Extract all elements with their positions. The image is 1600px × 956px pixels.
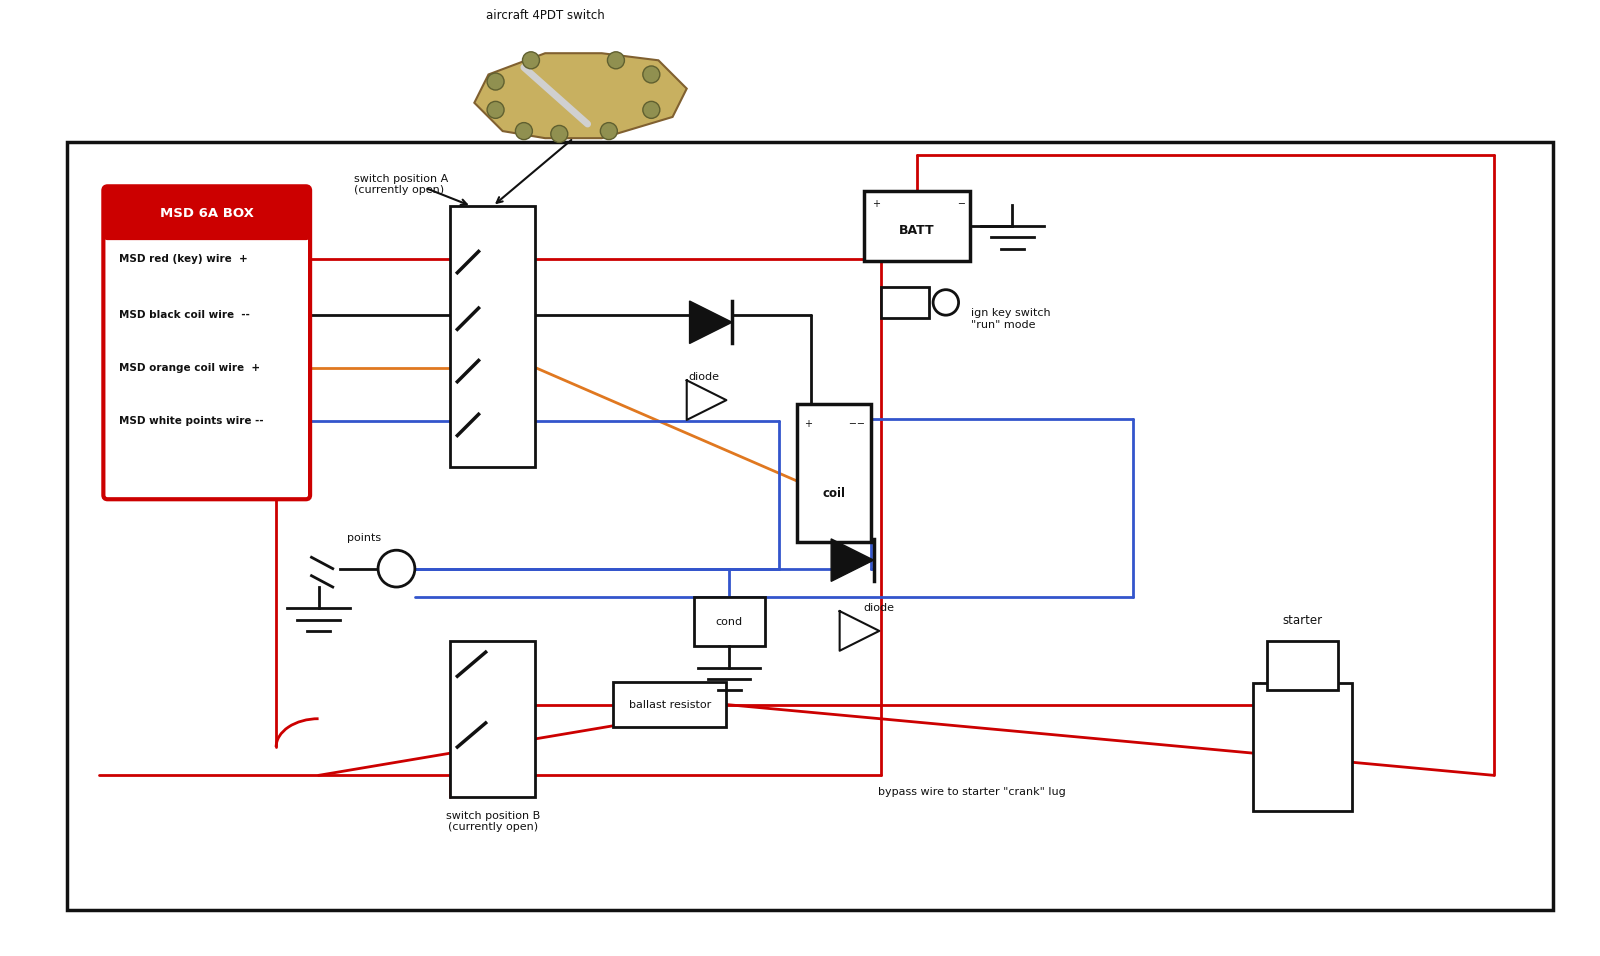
- Text: BATT: BATT: [899, 224, 934, 237]
- Circle shape: [523, 52, 539, 69]
- Text: diode: diode: [864, 602, 894, 613]
- Circle shape: [550, 125, 568, 142]
- Circle shape: [933, 290, 958, 315]
- Bar: [613, 682, 726, 728]
- Polygon shape: [686, 380, 726, 420]
- Circle shape: [643, 66, 659, 83]
- Polygon shape: [840, 611, 880, 651]
- Bar: [694, 597, 765, 646]
- Text: switch position B
(currently open): switch position B (currently open): [446, 811, 539, 833]
- FancyBboxPatch shape: [104, 186, 310, 499]
- Text: MSD 6A BOX: MSD 6A BOX: [160, 206, 254, 220]
- Text: coil: coil: [822, 488, 845, 500]
- Text: starter: starter: [1283, 614, 1323, 627]
- Text: +: +: [872, 199, 880, 209]
- Text: MSD black coil wire  --: MSD black coil wire --: [118, 310, 250, 320]
- Text: ─ ─: ─ ─: [850, 419, 864, 428]
- Text: diode: diode: [688, 372, 720, 381]
- Text: cond: cond: [715, 617, 742, 627]
- FancyBboxPatch shape: [104, 186, 310, 240]
- Circle shape: [378, 551, 414, 587]
- Polygon shape: [830, 539, 874, 581]
- Text: points: points: [347, 533, 381, 543]
- Text: MSD white points wire --: MSD white points wire --: [118, 417, 264, 426]
- Text: ─: ─: [958, 199, 965, 209]
- Text: MSD orange coil wire  +: MSD orange coil wire +: [118, 362, 261, 373]
- Circle shape: [515, 122, 533, 140]
- Bar: [450, 206, 536, 467]
- Text: +: +: [805, 419, 813, 428]
- Text: aircraft 4PDT switch: aircraft 4PDT switch: [486, 9, 605, 22]
- Text: ign key switch
"run" mode: ign key switch "run" mode: [971, 308, 1051, 330]
- Polygon shape: [474, 54, 686, 139]
- Text: ballast resistor: ballast resistor: [629, 700, 710, 709]
- Text: bypass wire to starter "crank" lug: bypass wire to starter "crank" lug: [878, 787, 1066, 796]
- Bar: [797, 404, 870, 542]
- Circle shape: [643, 101, 659, 119]
- Bar: [67, 142, 1554, 910]
- Bar: [1267, 641, 1338, 690]
- Circle shape: [600, 122, 618, 140]
- Bar: [1253, 684, 1352, 811]
- Text: switch position A
(currently open): switch position A (currently open): [354, 174, 448, 195]
- Bar: [450, 641, 536, 796]
- Polygon shape: [690, 301, 733, 343]
- Circle shape: [486, 101, 504, 119]
- Text: MSD red (key) wire  +: MSD red (key) wire +: [118, 253, 248, 264]
- Bar: [880, 287, 930, 318]
- Circle shape: [486, 73, 504, 90]
- Circle shape: [608, 52, 624, 69]
- Bar: [864, 190, 970, 261]
